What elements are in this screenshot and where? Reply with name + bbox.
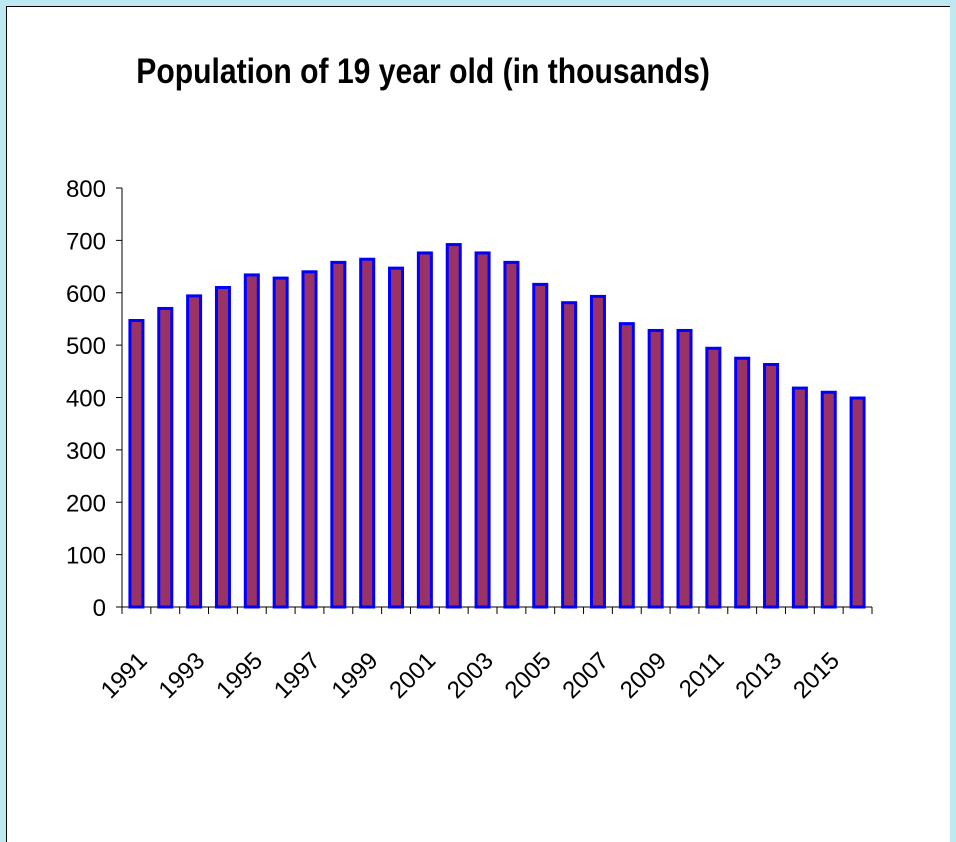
bar-1997 <box>301 270 318 609</box>
x-tick-label: 1995 <box>211 647 268 704</box>
x-tick-label: 2009 <box>615 647 672 704</box>
x-tick-label: 1993 <box>154 647 211 704</box>
bar-2006 <box>561 301 578 609</box>
bar-1994 <box>214 286 231 609</box>
bar-2009 <box>647 328 664 609</box>
bar-2001 <box>416 251 433 609</box>
y-tick-label: 800 <box>66 176 106 203</box>
x-tick-label: 2013 <box>730 647 787 704</box>
x-tick-label: 2011 <box>674 647 730 703</box>
bar-1993 <box>186 294 203 609</box>
bar-2012 <box>734 356 751 609</box>
bar-2004 <box>503 260 520 609</box>
x-tick-label: 1991 <box>96 647 153 704</box>
y-tick-label: 500 <box>66 333 106 360</box>
bar-1999 <box>359 257 376 609</box>
y-tick-label: 300 <box>66 438 106 465</box>
bar-2003 <box>474 251 491 609</box>
bar-1995 <box>243 273 260 609</box>
bar-2008 <box>618 322 635 609</box>
y-tick-label: 0 <box>93 595 106 622</box>
x-tick-label: 2007 <box>557 647 614 704</box>
chart-title: Population of 19 year old (in thousands) <box>136 52 710 91</box>
bar-2016 <box>849 396 866 609</box>
bar-2010 <box>676 328 693 609</box>
bar-2000 <box>388 266 405 609</box>
x-tick-label: 2001 <box>384 647 441 704</box>
y-tick-label: 700 <box>66 228 106 255</box>
bar-2014 <box>791 386 808 609</box>
bar-2011 <box>705 346 722 609</box>
x-tick-label: 1997 <box>269 647 326 704</box>
bar-1998 <box>330 260 347 609</box>
bar-2013 <box>763 363 780 609</box>
bar-1992 <box>157 306 174 609</box>
y-tick-label: 400 <box>66 386 106 413</box>
bar-2002 <box>445 243 462 609</box>
y-tick-label: 100 <box>66 543 106 570</box>
bar-1996 <box>272 276 289 609</box>
bar-1991 <box>128 319 145 609</box>
x-tick-label: 2003 <box>442 647 499 704</box>
x-tick-label: 1999 <box>327 647 384 704</box>
x-tick-label: 2015 <box>788 647 845 704</box>
x-tick-label: 2005 <box>500 647 557 704</box>
y-tick-label: 200 <box>66 490 106 517</box>
bar-2015 <box>820 390 837 609</box>
bar-2005 <box>532 282 549 609</box>
bar-2007 <box>589 294 606 609</box>
y-tick-label: 600 <box>66 281 106 308</box>
